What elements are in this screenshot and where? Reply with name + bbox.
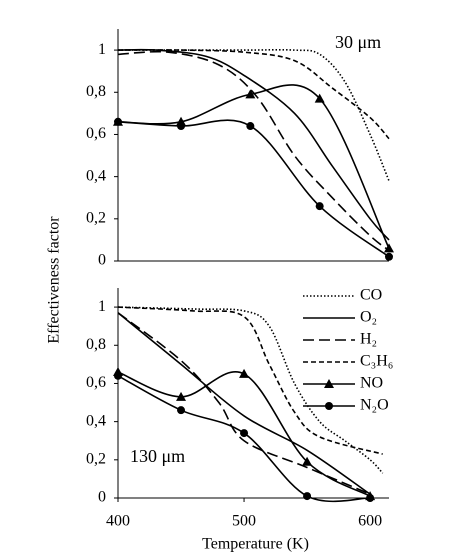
marker-circle xyxy=(114,371,122,380)
marker-circle xyxy=(366,494,375,502)
marker-triangle xyxy=(245,89,256,99)
series-line xyxy=(117,119,390,258)
y-tick-label: 0,6 xyxy=(86,374,106,391)
x-tick-label: 600 xyxy=(358,513,382,530)
legend-label: NO xyxy=(360,375,383,392)
legend-label: CO xyxy=(360,287,382,304)
marker-triangle xyxy=(324,379,334,388)
marker-circle xyxy=(315,202,324,211)
marker-triangle xyxy=(314,93,325,103)
marker-circle xyxy=(385,252,393,261)
series-line xyxy=(117,84,390,249)
marker-triangle xyxy=(176,391,187,401)
y-tick-label: 0,4 xyxy=(86,412,106,429)
series-line xyxy=(117,306,384,474)
series-line xyxy=(117,306,383,455)
marker-circle xyxy=(240,429,249,438)
marker-triangle xyxy=(384,243,394,253)
x-tick-label: 500 xyxy=(232,513,256,530)
y-tick-label: 0,2 xyxy=(86,450,106,467)
legend-label: H₂ xyxy=(360,331,377,348)
marker-circle xyxy=(114,117,122,126)
y-tick-label: 1 xyxy=(98,41,106,58)
series-line xyxy=(117,375,371,503)
y-tick-label: 0,8 xyxy=(86,83,106,100)
annotation: 130 μm xyxy=(130,446,185,466)
y-tick-label: 0,2 xyxy=(86,209,106,226)
marker-circle xyxy=(177,122,186,131)
x-axis-label: Temperature (K) xyxy=(202,536,309,553)
y-tick-label: 0 xyxy=(98,489,106,506)
marker-triangle xyxy=(239,368,250,378)
marker-circle xyxy=(246,122,255,131)
marker-circle xyxy=(325,402,333,410)
marker-circle xyxy=(303,492,312,501)
y-tick-label: 0,4 xyxy=(86,167,106,184)
series-line xyxy=(117,312,371,495)
y-tick-label: 1 xyxy=(98,298,106,315)
series-line xyxy=(117,48,390,182)
marker-triangle xyxy=(302,456,313,466)
series-line xyxy=(117,49,390,140)
y-tick-label: 0,6 xyxy=(86,125,106,142)
marker-circle xyxy=(177,406,186,415)
legend-label: C₃H₆ xyxy=(360,353,393,370)
legend-label: O₂ xyxy=(360,309,377,326)
series-line xyxy=(117,312,371,495)
legend-label: N₂O xyxy=(360,397,389,414)
series-line xyxy=(117,48,390,241)
y-tick-label: 0,8 xyxy=(86,336,106,353)
y-tick-label: 0 xyxy=(98,252,106,269)
y-axis-label: Effectiveness factor xyxy=(46,216,63,344)
annotation: 30 μm xyxy=(335,32,381,52)
series-line xyxy=(117,50,390,252)
x-tick-label: 400 xyxy=(106,513,130,530)
